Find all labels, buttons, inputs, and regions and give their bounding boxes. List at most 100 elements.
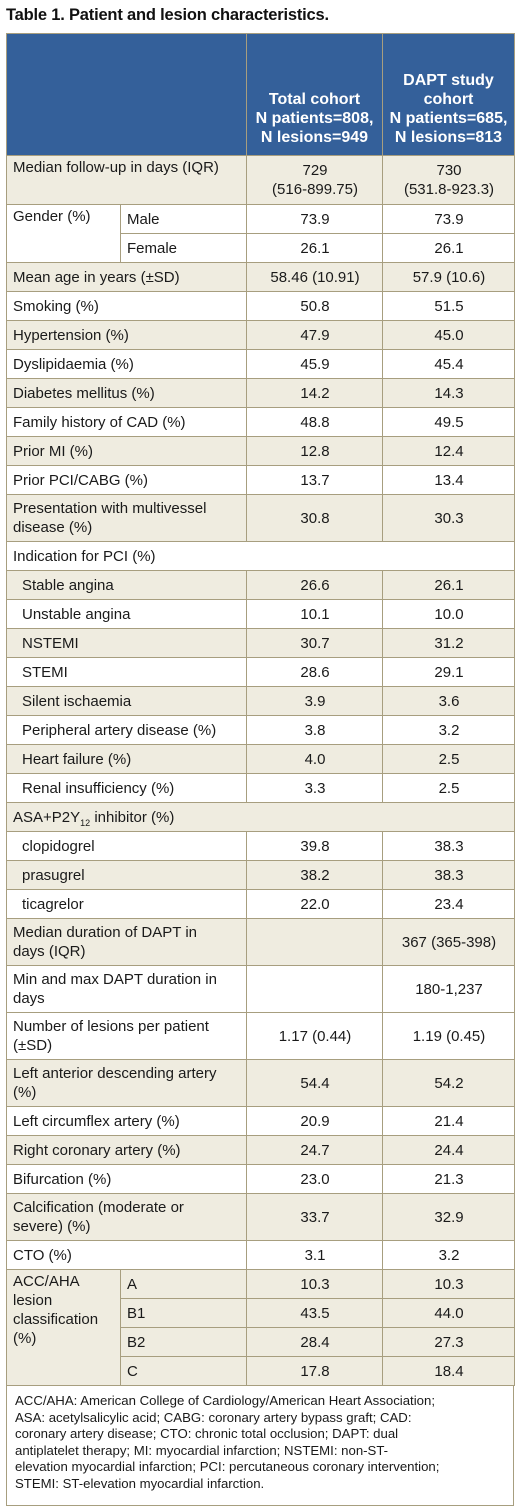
row-followup: Median follow-up in days (IQR) 729 (516-8… [6, 155, 515, 205]
total-value: 22.0 [246, 889, 383, 919]
footnote-line: ACC/AHA: American College of Cardiology/… [15, 1393, 435, 1408]
row-label: Stable angina [6, 570, 247, 600]
table-title: Table 1. Patient and lesion characterist… [6, 6, 329, 24]
label-line: (%) [13, 1330, 37, 1347]
row-label: Gender (%) [6, 204, 121, 263]
row-label: Unstable angina [6, 599, 247, 629]
dapt-value: 2.5 [382, 773, 515, 803]
row-acc-a: ACC/AHA lesion classification (%) A 10.3 10… [6, 1269, 515, 1386]
asa-label-sub: 12 [80, 817, 91, 828]
total-value: 20.9 [246, 1106, 383, 1136]
characteristics-table: Total cohort N patients=808, N lesions=9… [6, 33, 515, 1386]
row-label: Bifurcation (%) [6, 1164, 247, 1194]
label-line: Number of lesions per patient [13, 1018, 209, 1035]
total-value: 729 (516-899.75) [246, 155, 383, 205]
row-median-dapt: Median duration of DAPT in days (IQR) 367… [6, 918, 515, 966]
label-line: (±SD) [13, 1037, 53, 1054]
header-total-line: N lesions=949 [260, 129, 369, 146]
total-value: 43.5 [246, 1298, 383, 1328]
total-value: 17.8 [246, 1356, 383, 1386]
value-line: 730 [436, 162, 462, 179]
footnote-line: elevation myocardial infarction; PCI: pe… [15, 1459, 440, 1475]
row-label: Calcification (moderate or severe) (%) [6, 1193, 247, 1241]
row-acc-b2: B2 28.4 27.3 [7, 1327, 515, 1357]
total-value: 10.3 [246, 1269, 383, 1299]
sub-label: B2 [120, 1327, 247, 1357]
row-age: Mean age in years (±SD) 58.46 (10.91) 57… [6, 262, 515, 292]
sub-label: Male [120, 204, 247, 234]
footnote-line: antiplatelet therapy; MI: myocardial inf… [15, 1442, 389, 1458]
row-dyslipidaemia: Dyslipidaemia (%) 45.9 45.4 [6, 349, 515, 379]
row-stable-angina: Stable angina 26.6 26.1 [6, 570, 515, 600]
row-rca: Right coronary artery (%) 24.7 24.4 [6, 1135, 515, 1165]
total-value: 50.8 [246, 291, 383, 321]
label-line: severe) (%) [13, 1218, 91, 1235]
row-lesions-per-patient: Number of lesions per patient (±SD) 1.17 … [6, 1012, 515, 1060]
dapt-value: 45.4 [382, 349, 515, 379]
label-line: Left anterior descending artery [13, 1065, 217, 1082]
header-dapt-cohort: DAPT study cohort N patients=685, N lesi… [382, 33, 515, 156]
row-peripheral-artery: Peripheral artery disease (%) 3.8 3.2 [6, 715, 515, 745]
row-renal-insufficiency: Renal insufficiency (%) 3.3 2.5 [6, 773, 515, 803]
row-label: Left circumflex artery (%) [6, 1106, 247, 1136]
table-frame: Table 1. Patient and lesion characterist… [6, 0, 515, 1506]
dapt-value: 3.6 [382, 686, 515, 716]
header-dapt-line: N patients=685, [389, 110, 508, 127]
dapt-value: 2.5 [382, 744, 515, 774]
dapt-value: 10.0 [382, 599, 515, 629]
row-label: Mean age in years (±SD) [6, 262, 247, 292]
row-hypertension: Hypertension (%) 47.9 45.0 [6, 320, 515, 350]
row-lad: Left anterior descending artery (%) 54.4 … [6, 1059, 515, 1107]
sub-label: A [120, 1269, 247, 1299]
row-prior-mi: Prior MI (%) 12.8 12.4 [6, 436, 515, 466]
total-value: 38.2 [246, 860, 383, 890]
row-label: Right coronary artery (%) [6, 1135, 247, 1165]
row-unstable-angina: Unstable angina 10.1 10.0 [6, 599, 515, 629]
total-value: 26.1 [246, 233, 383, 263]
row-nstemi: NSTEMI 30.7 31.2 [6, 628, 515, 658]
row-label: Median duration of DAPT in days (IQR) [6, 918, 247, 966]
label-line: days (IQR) [13, 943, 86, 960]
dapt-value: 32.9 [382, 1193, 515, 1241]
total-value: 3.9 [246, 686, 383, 716]
footnote-line: ASA: acetylsalicylic acid; CABG: coronar… [15, 1409, 412, 1425]
total-value: 45.9 [246, 349, 383, 379]
dapt-value: 3.2 [382, 715, 515, 745]
total-value: 30.8 [246, 494, 383, 542]
total-value: 4.0 [246, 744, 383, 774]
table-footnote: ACC/AHA: American College of Cardiology/… [6, 1386, 514, 1506]
dapt-value: 21.4 [382, 1106, 515, 1136]
row-label: Number of lesions per patient (±SD) [6, 1012, 247, 1060]
row-stemi: STEMI 28.6 29.1 [6, 657, 515, 687]
asa-label-pre: ASA+P2Y [13, 808, 81, 826]
dapt-value: 57.9 (10.6) [382, 262, 515, 292]
row-label: clopidogrel [6, 831, 247, 861]
total-value: 47.9 [246, 320, 383, 350]
row-label: Prior PCI/CABG (%) [6, 465, 247, 495]
dapt-value: 51.5 [382, 291, 515, 321]
total-value: 26.6 [246, 570, 383, 600]
footnote-line: coronary artery disease; CTO: chronic to… [15, 1426, 399, 1442]
row-calcification: Calcification (moderate or severe) (%) 33… [6, 1193, 515, 1241]
dapt-value: 45.0 [382, 320, 515, 350]
total-value: 1.17 (0.44) [246, 1012, 383, 1060]
label-line: days [13, 990, 45, 1007]
section-label: ASA+P2Y12 inhibitor (%) [6, 802, 515, 832]
label-line: Calcification (moderate or [13, 1199, 184, 1216]
sub-label: Female [120, 233, 247, 263]
row-label: prasugrel [6, 860, 247, 890]
total-value: 28.6 [246, 657, 383, 687]
dapt-value: 730 (531.8-923.3) [382, 155, 515, 205]
dapt-value: 23.4 [382, 889, 515, 919]
row-label: Family history of CAD (%) [6, 407, 247, 437]
label-line: Median duration of DAPT in [13, 924, 197, 941]
row-acc-b1: B1 43.5 44.0 [7, 1298, 515, 1328]
value-line: 729 [302, 162, 328, 179]
row-cto: CTO (%) 3.1 3.2 [6, 1240, 515, 1270]
row-label: ticagrelor [6, 889, 247, 919]
dapt-value: 13.4 [382, 465, 515, 495]
row-min-max-dapt: Min and max DAPT duration in days 180-1,2… [6, 965, 515, 1013]
dapt-value: 49.5 [382, 407, 515, 437]
dapt-value: 367 (365-398) [382, 918, 515, 966]
label-line: lesion [13, 1292, 53, 1309]
